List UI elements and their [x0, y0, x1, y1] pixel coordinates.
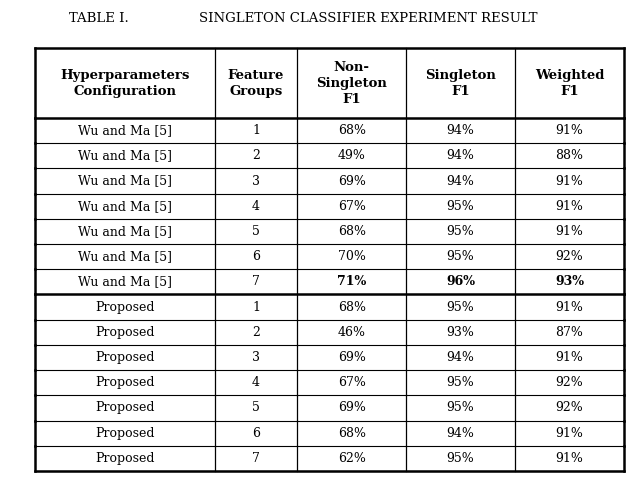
Text: 69%: 69% — [338, 174, 365, 187]
Text: 68%: 68% — [338, 225, 365, 238]
Text: 2: 2 — [252, 149, 260, 162]
Text: 4: 4 — [252, 200, 260, 213]
Text: Proposed: Proposed — [95, 452, 155, 465]
Text: Proposed: Proposed — [95, 300, 155, 313]
Text: 1: 1 — [252, 300, 260, 313]
Text: Non-
Singleton
F1: Non- Singleton F1 — [316, 61, 387, 106]
Text: Wu and Ma [5]: Wu and Ma [5] — [78, 225, 172, 238]
Text: Wu and Ma [5]: Wu and Ma [5] — [78, 275, 172, 288]
Text: 71%: 71% — [337, 275, 366, 288]
Text: 2: 2 — [252, 326, 260, 339]
Text: Wu and Ma [5]: Wu and Ma [5] — [78, 124, 172, 137]
Text: 49%: 49% — [338, 149, 365, 162]
Text: 95%: 95% — [447, 250, 474, 263]
Text: 3: 3 — [252, 351, 260, 364]
Text: 96%: 96% — [446, 275, 475, 288]
Text: Proposed: Proposed — [95, 326, 155, 339]
Text: 62%: 62% — [338, 452, 365, 465]
Text: 91%: 91% — [556, 300, 584, 313]
Text: 94%: 94% — [447, 174, 474, 187]
Text: 87%: 87% — [556, 326, 584, 339]
Text: Proposed: Proposed — [95, 401, 155, 414]
Text: 69%: 69% — [338, 401, 365, 414]
Text: 88%: 88% — [556, 149, 584, 162]
Text: 68%: 68% — [338, 124, 365, 137]
Text: Wu and Ma [5]: Wu and Ma [5] — [78, 174, 172, 187]
Text: 91%: 91% — [556, 426, 584, 440]
Text: 91%: 91% — [556, 200, 584, 213]
Text: 70%: 70% — [338, 250, 365, 263]
Text: 46%: 46% — [338, 326, 365, 339]
Text: 94%: 94% — [447, 351, 474, 364]
Text: Proposed: Proposed — [95, 426, 155, 440]
Text: 94%: 94% — [447, 124, 474, 137]
Text: 93%: 93% — [447, 326, 474, 339]
Text: 95%: 95% — [447, 200, 474, 213]
Text: 5: 5 — [252, 225, 260, 238]
Text: SINGLETON CLASSIFIER EXPERIMENT RESULT: SINGLETON CLASSIFIER EXPERIMENT RESULT — [199, 12, 537, 25]
Text: 95%: 95% — [447, 376, 474, 389]
Text: 5: 5 — [252, 401, 260, 414]
Text: 91%: 91% — [556, 174, 584, 187]
Text: 92%: 92% — [556, 401, 584, 414]
Text: 69%: 69% — [338, 351, 365, 364]
Text: 93%: 93% — [555, 275, 584, 288]
Text: Wu and Ma [5]: Wu and Ma [5] — [78, 149, 172, 162]
Text: 67%: 67% — [338, 376, 365, 389]
Text: 91%: 91% — [556, 452, 584, 465]
Text: Proposed: Proposed — [95, 376, 155, 389]
Text: 91%: 91% — [556, 351, 584, 364]
Text: 4: 4 — [252, 376, 260, 389]
Text: 6: 6 — [252, 250, 260, 263]
Text: 92%: 92% — [556, 376, 584, 389]
Text: 6: 6 — [252, 426, 260, 440]
Text: 68%: 68% — [338, 300, 365, 313]
Text: Wu and Ma [5]: Wu and Ma [5] — [78, 250, 172, 263]
Text: Weighted
F1: Weighted F1 — [535, 69, 604, 98]
Text: 94%: 94% — [447, 149, 474, 162]
Text: 91%: 91% — [556, 124, 584, 137]
Text: TABLE I.: TABLE I. — [69, 12, 129, 25]
Text: 3: 3 — [252, 174, 260, 187]
Text: 95%: 95% — [447, 225, 474, 238]
Text: 1: 1 — [252, 124, 260, 137]
Text: 95%: 95% — [447, 401, 474, 414]
Text: 94%: 94% — [447, 426, 474, 440]
Text: 92%: 92% — [556, 250, 584, 263]
Text: 7: 7 — [252, 452, 260, 465]
Text: Proposed: Proposed — [95, 351, 155, 364]
Text: 91%: 91% — [556, 225, 584, 238]
Text: Singleton
F1: Singleton F1 — [425, 69, 496, 98]
Text: 7: 7 — [252, 275, 260, 288]
Text: Hyperparameters
Configuration: Hyperparameters Configuration — [60, 69, 189, 98]
Text: 67%: 67% — [338, 200, 365, 213]
Text: 68%: 68% — [338, 426, 365, 440]
Text: 95%: 95% — [447, 300, 474, 313]
Text: Feature
Groups: Feature Groups — [228, 69, 284, 98]
Text: Wu and Ma [5]: Wu and Ma [5] — [78, 200, 172, 213]
Text: 95%: 95% — [447, 452, 474, 465]
